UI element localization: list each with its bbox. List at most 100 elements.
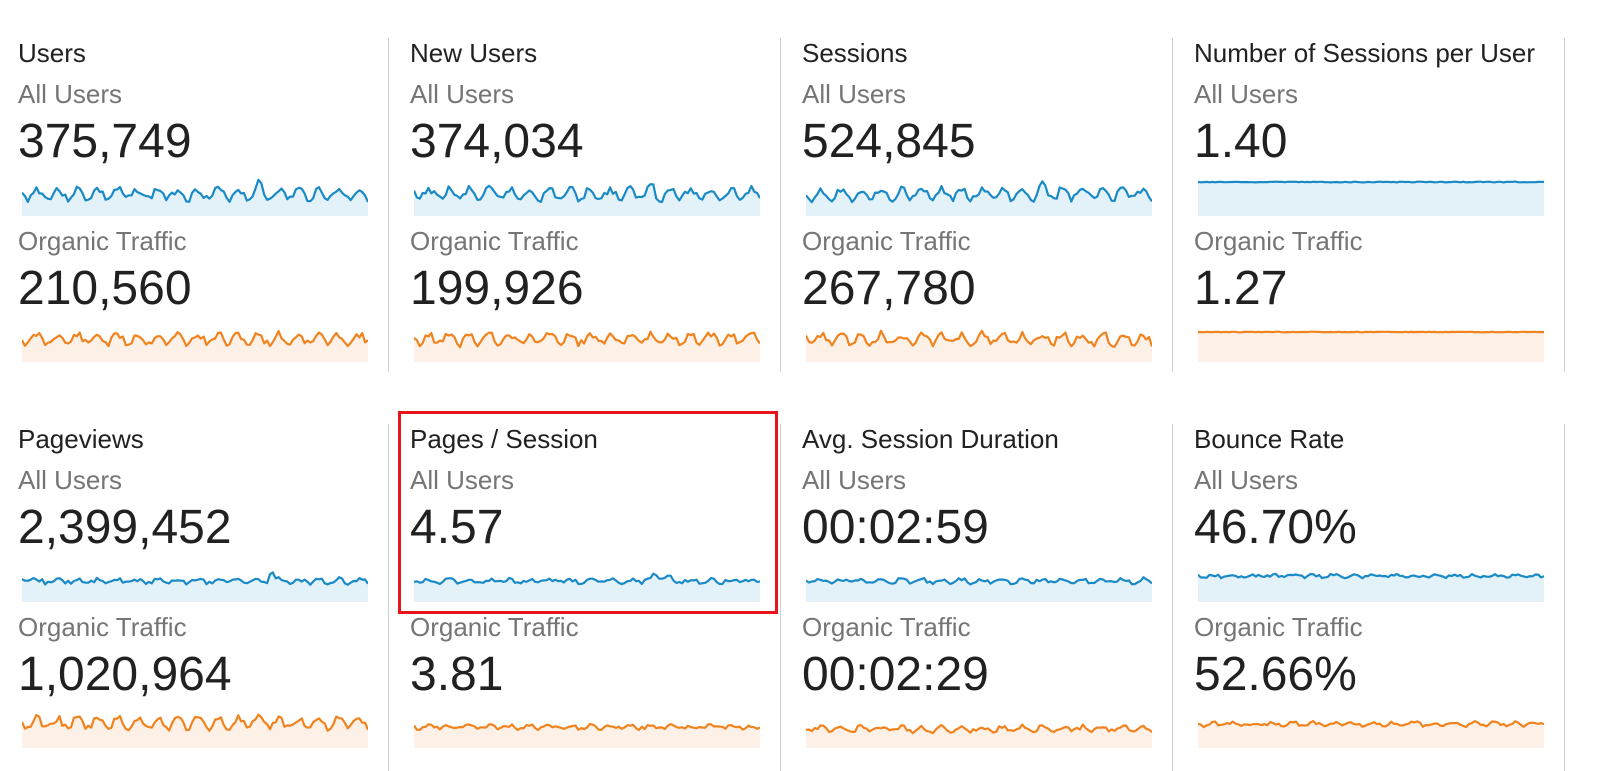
segment-label-organic: Organic Traffic — [18, 612, 187, 642]
sparkline-line — [22, 330, 368, 348]
sparkline-line — [414, 330, 760, 349]
metric-card-users[interactable]: Users All Users 375,749 Organic Traffic … — [18, 38, 370, 368]
segment-label-all-users: All Users — [1194, 79, 1299, 109]
metric-value-all-users: 1.40 — [1194, 115, 1288, 168]
sparkline-organic — [1198, 720, 1544, 748]
metric-value-organic: 00:02:29 — [802, 648, 989, 701]
metric-card-sessions-per-user[interactable]: Number of Sessions per User All Users 1.… — [1194, 38, 1546, 368]
sparkline-line — [22, 713, 368, 732]
sparkline-line — [22, 178, 368, 203]
sparkline-organic — [806, 329, 1152, 362]
column-divider — [780, 38, 781, 372]
sparkline-all-users — [414, 572, 760, 602]
metric-value-all-users: 524,845 — [802, 115, 976, 168]
column-divider — [1564, 424, 1565, 771]
metric-value-organic: 210,560 — [18, 262, 192, 315]
metric-title: Users — [18, 38, 86, 68]
sparkline-line — [1198, 720, 1544, 729]
sparkline-area — [806, 577, 1152, 602]
segment-label-all-users: All Users — [18, 465, 123, 495]
sparkline-organic — [414, 722, 760, 748]
metric-value-organic: 267,780 — [802, 262, 976, 315]
sparkline-line — [414, 183, 760, 204]
metric-card-pageviews[interactable]: Pageviews All Users 2,399,452 Organic Tr… — [18, 424, 370, 771]
sparkline-area — [414, 184, 760, 216]
segment-label-organic: Organic Traffic — [18, 226, 187, 256]
sparkline-line — [806, 576, 1152, 586]
segment-label-organic: Organic Traffic — [1194, 612, 1363, 642]
sparkline-line — [1198, 572, 1544, 580]
sparkline-line — [806, 180, 1152, 204]
metric-value-all-users: 00:02:59 — [802, 501, 989, 554]
sparkline-line — [806, 723, 1152, 735]
segment-label-all-users: All Users — [1194, 465, 1299, 495]
column-divider — [1564, 38, 1565, 372]
sparkline-line — [806, 329, 1152, 348]
sparkline-area — [22, 572, 368, 602]
sparkline-all-users — [414, 183, 760, 216]
segment-label-all-users: All Users — [410, 465, 515, 495]
sparkline-line — [22, 571, 368, 586]
metric-title: Bounce Rate — [1194, 424, 1345, 454]
sparkline-organic — [1198, 330, 1544, 362]
sparkline-line — [414, 572, 760, 586]
sparkline-all-users — [22, 571, 368, 602]
sparkline-area — [1198, 573, 1544, 602]
sparkline-organic — [22, 713, 368, 748]
metric-value-organic: 52.66% — [1194, 648, 1357, 701]
column-divider — [780, 424, 781, 771]
metric-card-new-users[interactable]: New Users All Users 374,034 Organic Traf… — [410, 38, 762, 368]
segment-label-organic: Organic Traffic — [410, 226, 579, 256]
metric-value-organic: 199,926 — [410, 262, 584, 315]
sparkline-area — [806, 181, 1152, 216]
segment-label-all-users: All Users — [802, 465, 907, 495]
metric-title: Pageviews — [18, 424, 144, 454]
metric-card-pages-per-session[interactable]: Pages / Session All Users 4.57 Organic T… — [410, 424, 762, 771]
sparkline-area — [806, 330, 1152, 362]
metric-title: New Users — [410, 38, 538, 68]
highlight-box — [398, 411, 778, 614]
segment-label-organic: Organic Traffic — [410, 612, 579, 642]
sparkline-organic — [22, 330, 368, 362]
sparkline-all-users — [1198, 180, 1544, 216]
sparkline-organic — [806, 723, 1152, 748]
metric-value-organic: 1.27 — [1194, 262, 1288, 315]
metric-value-all-users: 375,749 — [18, 115, 192, 168]
sparkline-organic — [414, 330, 760, 362]
metric-title: Pages / Session — [410, 424, 598, 454]
metric-title: Avg. Session Duration — [802, 424, 1059, 454]
segment-label-organic: Organic Traffic — [802, 612, 971, 642]
sparkline-all-users — [22, 178, 368, 216]
segment-label-all-users: All Users — [410, 79, 515, 109]
metric-value-organic: 3.81 — [410, 648, 504, 701]
metric-title: Sessions — [802, 38, 908, 68]
column-divider — [388, 424, 389, 771]
column-divider — [1172, 38, 1173, 372]
sparkline-line — [414, 722, 760, 732]
segment-label-organic: Organic Traffic — [802, 226, 971, 256]
column-divider — [388, 38, 389, 372]
segment-label-organic: Organic Traffic — [1194, 226, 1363, 256]
sparkline-area — [22, 179, 368, 216]
sparkline-all-users — [1198, 572, 1544, 602]
metric-value-all-users: 374,034 — [410, 115, 584, 168]
metric-value-all-users: 4.57 — [410, 501, 504, 554]
sparkline-area — [1198, 181, 1544, 216]
sparkline-area — [1198, 721, 1544, 748]
metric-card-avg-session-duration[interactable]: Avg. Session Duration All Users 00:02:59… — [802, 424, 1154, 771]
sparkline-all-users — [806, 576, 1152, 602]
segment-label-all-users: All Users — [18, 79, 123, 109]
metric-value-all-users: 2,399,452 — [18, 501, 232, 554]
metric-value-all-users: 46.70% — [1194, 501, 1357, 554]
sparkline-line — [1198, 180, 1544, 184]
metric-card-bounce-rate[interactable]: Bounce Rate All Users 46.70% Organic Tra… — [1194, 424, 1546, 771]
column-divider — [1172, 424, 1173, 771]
sparkline-line — [1198, 330, 1544, 334]
metric-title: Number of Sessions per User — [1194, 38, 1536, 68]
sparkline-all-users — [806, 180, 1152, 216]
metric-card-sessions[interactable]: Sessions All Users 524,845 Organic Traff… — [802, 38, 1154, 368]
metric-value-organic: 1,020,964 — [18, 648, 232, 701]
sparkline-area — [22, 714, 368, 748]
segment-label-all-users: All Users — [802, 79, 907, 109]
